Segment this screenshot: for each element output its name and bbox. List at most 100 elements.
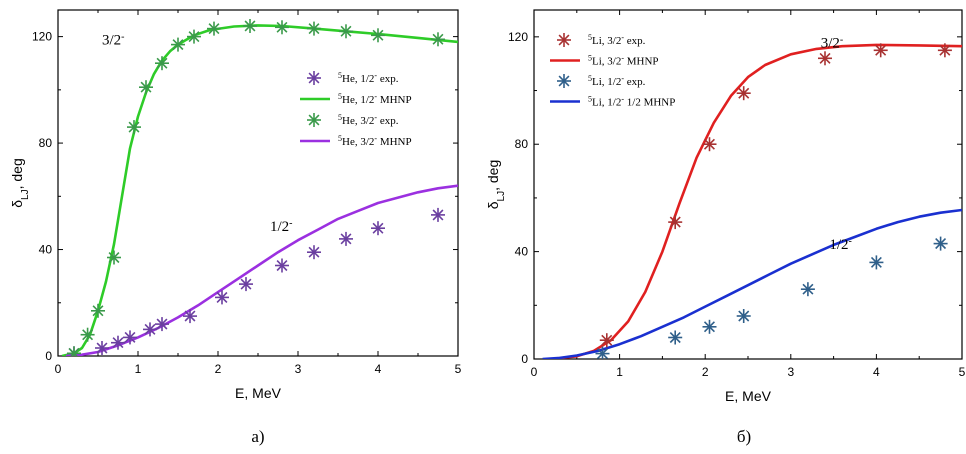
y-tick-label: 120 — [508, 30, 528, 44]
x-tick-label: 1 — [616, 365, 623, 379]
x-tick-label: 5 — [455, 362, 462, 376]
data-point-s2-10 — [243, 19, 257, 33]
data-point-s0-10 — [307, 245, 321, 260]
data-point-s2-15-stroke — [432, 33, 444, 45]
curve-label-1: 1/2- — [270, 217, 293, 235]
data-point-s0-11 — [339, 231, 353, 246]
data-point-s2-3-stroke — [108, 252, 120, 264]
data-point-s0-5-stroke — [875, 44, 887, 56]
curve-label-0: 3/2- — [102, 31, 125, 49]
data-point-s0-11-stroke — [340, 233, 352, 245]
data-point-s0-5 — [873, 43, 888, 58]
data-point-s0-13 — [431, 207, 445, 222]
legend-marker-2 — [557, 74, 571, 88]
data-point-s0-7 — [215, 290, 229, 305]
data-point-s0-9-stroke — [276, 260, 288, 272]
data-point-s2-14-stroke — [372, 29, 384, 41]
data-point-s2-13 — [339, 24, 353, 39]
data-point-s2-6-stroke — [935, 238, 947, 250]
data-point-s0-1 — [95, 341, 109, 355]
data-point-s0-6 — [183, 309, 197, 324]
data-point-s0-2-stroke — [703, 138, 715, 150]
data-point-s0-3-stroke — [738, 87, 750, 99]
x-tick-label: 5 — [959, 365, 966, 379]
data-point-s2-4-stroke — [802, 283, 814, 295]
data-point-s2-5-stroke — [870, 256, 882, 268]
x-tick-label: 3 — [787, 365, 794, 379]
plot-area — [542, 43, 962, 359]
data-point-s2-5-stroke — [140, 81, 152, 93]
legend-marker-2-stroke — [308, 114, 320, 126]
data-point-s2-2 — [702, 319, 717, 334]
data-point-s2-5 — [869, 255, 884, 270]
chart-panel-a: 0 1 2 3 4 5 0 40 80 120 E, MeV δLJ, deg 3/2- 1/2- 5He,… — [9, 9, 462, 446]
data-point-s0-7-stroke — [216, 291, 228, 303]
data-point-s2-2-stroke — [703, 321, 715, 333]
data-point-s2-8-stroke — [188, 31, 200, 43]
legend: 5He, 1/2- exp. 5He, 1/2- MHNP 5He, 3/2- ex… — [300, 71, 412, 149]
data-point-s0-10-stroke — [308, 246, 320, 258]
data-point-s2-13-stroke — [340, 25, 352, 37]
y-tick-label: 80 — [515, 137, 529, 151]
x-tick-label: 3 — [295, 362, 302, 376]
data-point-s2-4-stroke — [128, 121, 140, 133]
legend-entry-3: 5He, 3/2- MHNP — [338, 134, 412, 149]
data-point-s0-3 — [736, 86, 751, 101]
data-point-s2-8 — [187, 29, 201, 44]
data-point-s2-3 — [736, 309, 751, 323]
data-point-s2-14 — [371, 28, 385, 43]
data-point-s0-4 — [818, 51, 832, 66]
data-point-s2-0 — [595, 346, 610, 359]
data-point-s0-4 — [143, 322, 157, 337]
legend-entry-3: 5Li, 1/2- 1/2 MHNP — [588, 94, 675, 109]
x-tick-label: 1 — [135, 362, 142, 376]
data-point-s0-2 — [702, 137, 717, 152]
data-point-s2-2-stroke — [92, 305, 104, 317]
curve-label-1: 1/2- — [829, 235, 852, 253]
data-point-s2-0-stroke — [596, 348, 608, 359]
data-point-s0-1-stroke — [669, 216, 681, 228]
data-point-s0-3 — [123, 330, 137, 345]
data-point-s0-2 — [111, 335, 125, 350]
legend-marker-2 — [307, 113, 321, 127]
data-point-s0-0 — [599, 333, 614, 348]
data-point-s2-4 — [127, 120, 141, 135]
data-point-s2-1 — [80, 327, 95, 342]
data-point-s0-5-stroke — [156, 318, 168, 330]
legend: 5Li, 3/2- exp. 5Li, 3/2- MHNP 5Li, 1/2- ex… — [550, 33, 675, 109]
data-point-s0-8 — [239, 277, 253, 292]
data-point-s0-2-stroke — [112, 337, 124, 349]
data-point-s2-6 — [155, 56, 169, 71]
data-point-s0-6 — [937, 43, 952, 58]
y-tick-label: 40 — [515, 245, 529, 259]
data-point-s2-6-stroke — [156, 57, 168, 69]
series-line-3 — [542, 208, 962, 359]
data-point-s0-13-stroke — [432, 209, 444, 221]
data-point-s2-12 — [307, 21, 321, 36]
data-point-s2-5 — [139, 80, 153, 95]
data-point-s2-10-stroke — [244, 20, 256, 32]
y-tick-label: 120 — [32, 30, 52, 44]
legend-marker-0 — [557, 33, 571, 47]
legend-entry-1: 5He, 1/2- MHNP — [338, 92, 412, 107]
curve-label-0: 3/2- — [821, 34, 844, 52]
plot-area — [61, 19, 458, 356]
data-point-s2-1 — [668, 330, 683, 345]
legend-entry-2: 5He, 3/2- exp. — [338, 113, 399, 128]
data-point-s0-1-stroke — [96, 342, 108, 354]
x-tick-label: 0 — [531, 365, 538, 379]
data-point-s0-8-stroke — [240, 278, 252, 290]
data-point-s0-0-stroke — [601, 334, 613, 346]
panel-caption: а) — [251, 427, 264, 446]
y-tick-label: 0 — [45, 349, 52, 363]
y-axis-title: δLJ, deg — [9, 158, 31, 208]
data-point-s2-0 — [67, 346, 81, 356]
series-line-1 — [61, 24, 458, 356]
data-point-s2-7 — [171, 37, 185, 52]
data-point-s2-15 — [431, 32, 445, 47]
panel-caption: б) — [737, 427, 751, 446]
data-point-s0-3-stroke — [124, 331, 136, 343]
x-tick-label: 4 — [873, 365, 880, 379]
x-axis-title: E, MeV — [235, 385, 282, 401]
data-point-s2-3 — [107, 250, 121, 265]
